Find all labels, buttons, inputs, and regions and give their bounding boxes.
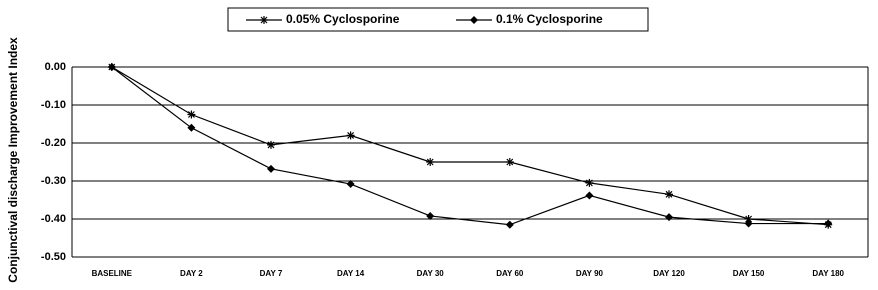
asterisk-stroke [347, 131, 355, 139]
diamond-marker [665, 213, 673, 222]
asterisk-stroke [260, 16, 268, 24]
legend-box [227, 7, 649, 32]
y-axis-label: Conjunctival discharge Improvement Index [6, 37, 20, 283]
asterisk-stroke [585, 179, 593, 187]
asterisk-marker [346, 131, 355, 140]
x-tick-label: DAY 30 [417, 269, 445, 278]
asterisk-stroke [426, 158, 434, 166]
diamond-marker [426, 211, 435, 220]
asterisk-stroke [267, 141, 275, 149]
x-tick-label: DAY 90 [576, 269, 604, 278]
diamond-marker [470, 16, 478, 24]
diamond-marker [267, 164, 275, 173]
y-tick-label: -0.20 [41, 137, 66, 149]
asterisk-marker [187, 110, 196, 119]
y-tick-label: -0.10 [41, 99, 66, 111]
asterisk-marker [426, 158, 435, 166]
x-tick-label: DAY 7 [260, 269, 283, 278]
asterisk-marker [260, 16, 268, 24]
asterisk-marker [665, 190, 673, 199]
y-tick-label: -0.50 [41, 251, 66, 263]
x-tick-label: BASELINE [92, 269, 133, 278]
diamond-marker [585, 191, 594, 200]
diamond-marker [187, 123, 196, 132]
x-tick-label: DAY 14 [337, 269, 365, 278]
x-tick-label: DAY 180 [812, 269, 844, 278]
y-tick-label: 0.00 [45, 61, 66, 73]
asterisk-stroke [665, 190, 673, 198]
asterisk-marker [585, 178, 594, 187]
series-line [111, 66, 829, 226]
diamond-marker [744, 219, 753, 228]
legend-label: 0.05% Cyclosporine [286, 12, 400, 26]
diamond-marker [824, 219, 833, 228]
diamond-marker [346, 180, 355, 189]
x-tick-label: DAY 120 [653, 269, 685, 278]
asterisk-stroke [187, 111, 195, 118]
series-line [111, 66, 829, 226]
diamond-marker [505, 220, 514, 229]
x-tick-label: DAY 2 [180, 269, 203, 278]
asterisk-marker [267, 140, 275, 149]
x-tick-label: DAY 150 [733, 269, 765, 278]
asterisk-stroke [506, 158, 514, 166]
asterisk-stroke [745, 215, 753, 223]
legend-label: 0.1% Cyclosporine [496, 12, 603, 26]
x-tick-label: DAY 60 [496, 269, 524, 278]
y-tick-label: -0.40 [41, 213, 66, 225]
y-tick-label: -0.30 [41, 175, 66, 187]
diamond-marker [107, 63, 116, 71]
asterisk-marker [505, 158, 514, 166]
